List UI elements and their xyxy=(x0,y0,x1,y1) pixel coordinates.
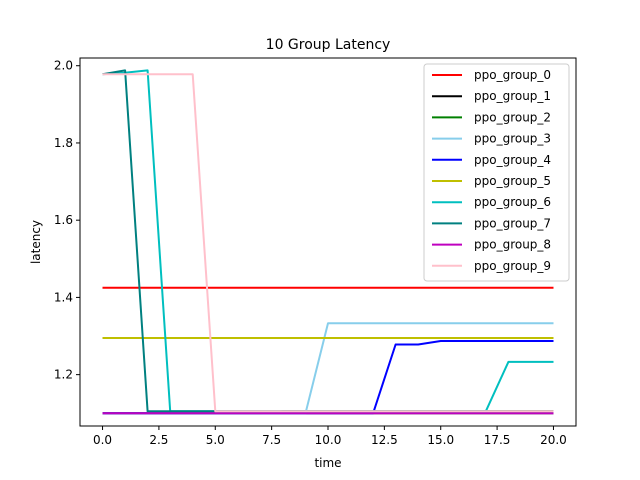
x-axis-label: time xyxy=(314,456,341,470)
chart-title: 10 Group Latency xyxy=(266,37,391,53)
legend-label: ppo_group_8 xyxy=(474,238,551,252)
x-tick-label: 12.5 xyxy=(371,433,398,447)
x-tick-label: 17.5 xyxy=(484,433,511,447)
y-tick-label: 1.8 xyxy=(54,136,73,150)
x-axis-ticks: 0.0 2.5 5.0 7.5 10.0 12.5 15.0 17.5 20.0 xyxy=(93,426,567,447)
x-tick-label: 20.0 xyxy=(540,433,567,447)
legend-label: ppo_group_9 xyxy=(474,259,551,273)
x-tick-label: 5.0 xyxy=(206,433,225,447)
x-tick-label: 2.5 xyxy=(149,433,168,447)
x-tick-label: 15.0 xyxy=(427,433,454,447)
x-tick-label: 7.5 xyxy=(262,433,281,447)
legend-label: ppo_group_1 xyxy=(474,89,551,103)
series-line-ppo_group_9 xyxy=(102,73,554,413)
y-axis-ticks: 1.2 1.4 1.6 1.8 2.0 xyxy=(54,59,80,382)
y-axis-label: latency xyxy=(29,220,43,264)
y-tick-label: 2.0 xyxy=(54,59,73,73)
legend-label: ppo_group_3 xyxy=(474,132,551,146)
plot-frame xyxy=(79,57,577,427)
y-tick-label: 1.6 xyxy=(54,213,73,227)
legend-label: ppo_group_2 xyxy=(474,110,551,124)
legend-label: ppo_group_5 xyxy=(474,174,551,188)
legend: ppo_group_0 ppo_group_1 ppo_group_2 ppo_gro… xyxy=(423,63,570,282)
legend-label: ppo_group_7 xyxy=(474,216,551,230)
y-tick-label: 1.4 xyxy=(54,290,73,304)
x-tick-label: 0.0 xyxy=(93,433,112,447)
legend-label: ppo_group_0 xyxy=(474,68,551,82)
plot-lines xyxy=(102,69,554,415)
y-tick-label: 1.2 xyxy=(54,368,73,382)
legend-label: ppo_group_4 xyxy=(474,153,551,167)
legend-label: ppo_group_6 xyxy=(474,195,551,209)
x-tick-label: 10.0 xyxy=(315,433,342,447)
